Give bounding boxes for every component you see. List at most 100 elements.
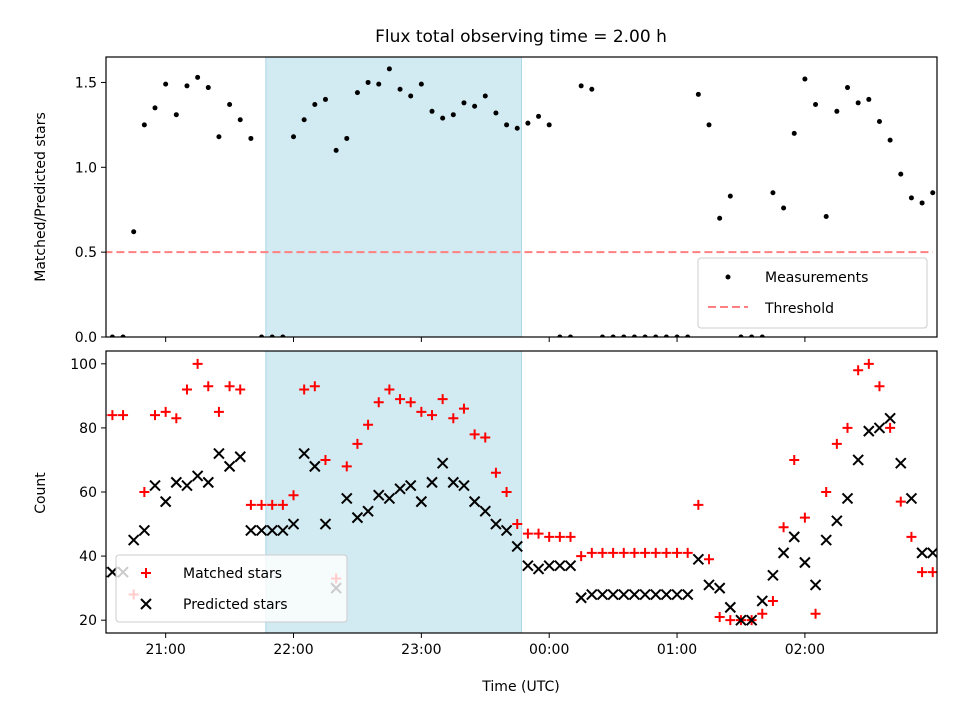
top-plot-area <box>106 57 936 337</box>
predicted-stars-point <box>564 559 577 572</box>
measurement-point <box>908 195 914 201</box>
predicted-stars-point <box>756 595 768 607</box>
matched-stars-point <box>682 547 693 558</box>
matched-stars-point <box>277 499 288 510</box>
matched-stars-point <box>288 490 299 501</box>
measurement-point <box>631 334 637 337</box>
predicted-stars-point <box>490 518 502 530</box>
matched-stars-point <box>874 381 885 392</box>
predicted-stars-point <box>692 553 705 566</box>
predicted-stars-point <box>671 588 683 601</box>
measurement-point <box>291 134 297 140</box>
measurement-point <box>386 66 392 72</box>
measurement-point <box>280 334 286 337</box>
matched-stars-point <box>522 528 533 539</box>
matched-stars-point <box>203 381 214 392</box>
measurement-point <box>195 74 201 80</box>
matched-stars-point <box>544 531 555 542</box>
matched-stars-point <box>448 413 459 424</box>
measurement-point <box>205 85 211 91</box>
predicted-stars-point <box>213 447 225 460</box>
matched-stars-point <box>341 461 352 472</box>
matched-stars-point <box>640 547 651 558</box>
predicted-stars-point <box>820 534 832 546</box>
measurement-point <box>376 81 382 87</box>
predicted-stars-point <box>511 540 523 553</box>
matched-stars-point <box>181 384 192 395</box>
predicted-stars-point <box>159 495 172 508</box>
matched-stars-point <box>608 547 619 558</box>
predicted-stars-point <box>458 479 470 492</box>
measurement-point <box>216 134 222 140</box>
measurement-point <box>568 334 574 337</box>
predicted-stars-point <box>287 518 300 530</box>
predicted-stars-point <box>202 476 214 489</box>
top-y-tick-label: 1.5 <box>75 75 97 91</box>
top-observing-window-band <box>265 57 522 337</box>
measurement-point <box>610 334 616 337</box>
predicted-stars-point <box>341 492 353 505</box>
predicted-stars-point <box>863 425 875 437</box>
predicted-stars-point <box>383 492 396 505</box>
predicted-stars-point <box>895 457 907 469</box>
matched-stars-point <box>725 615 736 626</box>
predicted-stars-point <box>191 470 204 482</box>
predicted-stars-point <box>852 454 864 466</box>
predicted-stars-point <box>468 495 481 508</box>
matched-stars-point <box>885 422 896 433</box>
predicted-stars-point <box>277 524 289 537</box>
matched-stars-point <box>512 519 523 530</box>
measurement-point <box>333 147 339 153</box>
matched-stars-point <box>853 365 864 376</box>
matched-stars-point <box>384 384 395 395</box>
x-tick-label: 23:00 <box>401 642 441 658</box>
predicted-stars-point <box>554 559 566 572</box>
measurement-point <box>759 334 765 337</box>
matched-stars-point <box>320 454 331 465</box>
bottom-y-tick-label: 20 <box>79 613 97 629</box>
matched-stars-point <box>160 406 171 417</box>
measurement-point <box>163 81 169 87</box>
predicted-stars-point <box>596 588 609 601</box>
matched-stars-point <box>895 496 906 507</box>
matched-stars-point <box>150 410 161 421</box>
measurement-point <box>472 103 478 109</box>
predicted-stars-point <box>362 505 374 517</box>
predicted-stars-point <box>905 492 918 505</box>
matched-stars-point <box>576 551 587 562</box>
measurement-point <box>898 171 904 177</box>
predicted-stars-point <box>628 588 641 601</box>
matched-stars-point <box>75 410 85 420</box>
matched-stars-point <box>416 406 427 417</box>
predicted-stars-point <box>234 451 246 463</box>
predicted-stars-point <box>799 556 811 569</box>
matched-stars-point <box>299 384 310 395</box>
measurement-point <box>259 334 265 337</box>
matched-stars-point <box>778 522 789 533</box>
predicted-stars-point <box>394 483 406 495</box>
matched-stars-point <box>86 410 96 420</box>
matched-stars-point <box>458 403 469 414</box>
measurement-point <box>408 93 414 99</box>
matched-stars-point <box>533 528 544 539</box>
bottom-panel: 20 40 60 80 100 21:00 22:00 23:00 00:00 01:00 02:0… <box>70 350 938 658</box>
matched-stars-point <box>235 384 246 395</box>
matched-stars-point <box>757 608 768 619</box>
predicted-stars-point <box>181 479 193 492</box>
matched-stars-point <box>799 512 810 523</box>
measurement-point <box>578 83 584 89</box>
matched-stars-point <box>831 438 842 449</box>
measurement-point <box>781 205 787 211</box>
matched-stars-point <box>213 406 224 417</box>
measurement-point <box>461 100 467 106</box>
bottom-y-tick-label: 60 <box>79 485 97 501</box>
bottom-y-axis-label: Count <box>33 472 49 514</box>
measurement-point <box>301 117 307 123</box>
top-y-tick-label: 0.5 <box>75 245 97 261</box>
matched-stars-point <box>171 413 182 424</box>
predicted-stars-point <box>404 479 417 492</box>
matched-stars-point <box>373 397 384 408</box>
measurement-point <box>525 120 531 126</box>
